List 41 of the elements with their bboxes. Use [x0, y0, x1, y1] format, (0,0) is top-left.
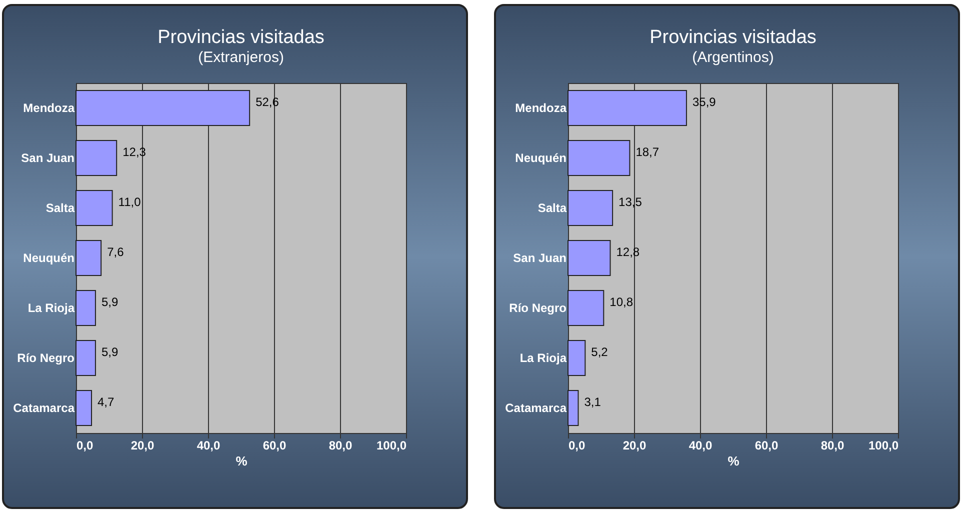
x-tick-label: 100,0 — [868, 438, 899, 452]
data-label: 7,6 — [107, 245, 124, 259]
y-tick-label: Salta — [46, 201, 75, 215]
chart-title: Provincias visitadas — [650, 27, 816, 48]
y-tick-label: Mendoza — [515, 101, 567, 115]
y-tick-label: Neuquén — [23, 251, 74, 265]
x-tick-label: 100,0 — [376, 438, 407, 452]
y-tick-label: Salta — [538, 201, 567, 215]
y-tick-label: Río Negro — [509, 301, 566, 315]
y-tick-label: Catamarca — [13, 401, 75, 415]
y-tick-label: Neuquén — [515, 151, 566, 165]
x-tick-label: 20,0 — [130, 438, 154, 452]
x-tick-label: 0,0 — [76, 438, 94, 452]
data-label: 18,7 — [636, 145, 660, 159]
y-tick-label: San Juan — [513, 251, 566, 265]
data-label: 11,0 — [118, 195, 142, 209]
x-tick-label: 60,0 — [754, 438, 778, 452]
data-label: 5,9 — [101, 345, 118, 359]
y-tick-label: La Rioja — [28, 301, 75, 315]
x-tick-label: 80,0 — [820, 438, 844, 452]
y-tick-label: La Rioja — [520, 351, 567, 365]
data-label: 5,9 — [101, 295, 118, 309]
x-tick-label: 0,0 — [568, 438, 586, 452]
data-label: 4,7 — [98, 395, 115, 409]
chart-subtitle: (Extranjeros) — [198, 49, 284, 66]
y-tick-label: Mendoza — [23, 101, 75, 115]
x-tick-label: 40,0 — [688, 438, 712, 452]
x-axis-title: % — [728, 454, 740, 468]
y-tick-label: San Juan — [21, 151, 74, 165]
data-label: 10,8 — [610, 295, 634, 309]
x-tick-label: 60,0 — [262, 438, 286, 452]
x-tick-label: 40,0 — [196, 438, 220, 452]
data-label: 5,2 — [591, 345, 608, 359]
chart-subtitle: (Argentinos) — [692, 49, 774, 66]
x-axis-title: % — [236, 454, 248, 468]
data-label: 3,1 — [584, 395, 602, 409]
chart-title: Provincias visitadas — [158, 27, 324, 48]
y-tick-label: Catamarca — [505, 401, 567, 415]
x-tick-label: 20,0 — [622, 438, 646, 452]
y-tick-label: Río Negro — [17, 351, 74, 365]
x-tick-label: 80,0 — [328, 438, 352, 452]
